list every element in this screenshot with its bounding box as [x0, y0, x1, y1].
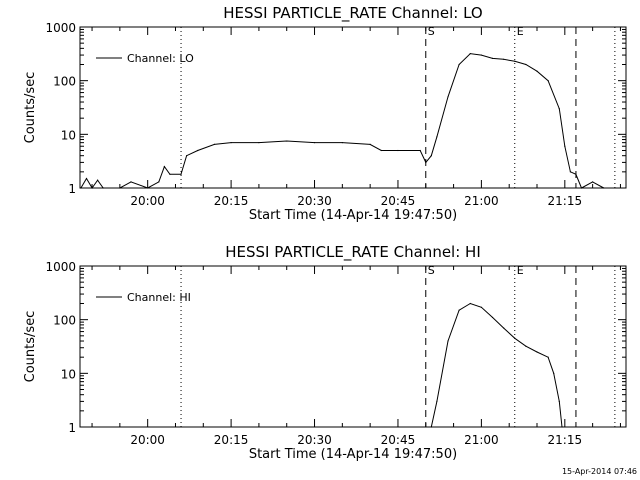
- data-point: [341, 142, 343, 144]
- data-point: [603, 187, 605, 189]
- chart-title: HESSI PARTICLE_RATE Channel: LO: [223, 4, 482, 23]
- marker-label: E: [517, 264, 524, 277]
- x-tick-label: 20:45: [381, 433, 416, 447]
- y-tick-label: 1000: [45, 260, 76, 274]
- data-point: [380, 149, 382, 152]
- data-point: [525, 345, 527, 347]
- data-point: [447, 340, 449, 342]
- data-point: [91, 187, 93, 189]
- data-point: [197, 149, 199, 152]
- data-point: [525, 63, 527, 66]
- x-axis-label: Start Time (14-Apr-14 19:47:50): [249, 447, 457, 462]
- data-point: [258, 142, 260, 144]
- data-point: [130, 181, 132, 183]
- data-point: [430, 426, 432, 428]
- data-point: [491, 316, 494, 319]
- chart-title: HESSI PARTICLE_RATE Channel: HI: [225, 243, 481, 262]
- marker-label: S: [428, 25, 435, 38]
- series-line: [80, 53, 605, 189]
- data-point: [147, 187, 149, 189]
- data-point: [503, 327, 505, 329]
- data-point: [469, 52, 471, 55]
- data-point: [561, 426, 563, 428]
- data-point: [286, 140, 288, 142]
- series-group: [430, 302, 563, 428]
- y-axis-label: Counts/sec: [23, 72, 38, 144]
- data-point: [564, 145, 566, 147]
- y-tick-label: 100: [53, 75, 76, 89]
- plot-frame: [79, 265, 627, 428]
- series-line: [430, 302, 563, 428]
- data-point: [180, 173, 182, 175]
- data-point: [163, 166, 165, 168]
- data-point: [491, 57, 494, 59]
- x-tick-label: 21:15: [548, 433, 583, 447]
- data-point: [458, 63, 460, 66]
- legend-entry: Channel: HI: [127, 291, 191, 304]
- plot-frame: [79, 26, 627, 189]
- data-point: [547, 80, 549, 82]
- data-point: [569, 171, 571, 173]
- data-point: [592, 181, 594, 183]
- x-tick-label: 20:15: [214, 433, 249, 447]
- data-point: [419, 149, 421, 152]
- y-tick-label: 1: [68, 421, 76, 435]
- data-point: [447, 96, 449, 98]
- data-point: [186, 155, 188, 157]
- data-point: [313, 142, 316, 144]
- x-tick-label: 20:30: [297, 194, 332, 208]
- y-tick-label: 1: [68, 182, 76, 196]
- data-point: [480, 306, 482, 308]
- data-point: [558, 400, 560, 402]
- data-point: [102, 187, 104, 189]
- data-point: [480, 54, 482, 56]
- x-axis-label: Start Time (14-Apr-14 19:47:50): [249, 208, 457, 223]
- x-tick-label: 21:15: [548, 194, 583, 208]
- data-point: [430, 155, 432, 157]
- data-point: [514, 60, 516, 62]
- data-point: [580, 187, 583, 189]
- data-point: [119, 187, 121, 189]
- y-tick-label: 100: [53, 314, 76, 328]
- series-group: [80, 52, 605, 189]
- data-point: [536, 351, 538, 353]
- footer-timestamp: 15-Apr-2014 07:46: [562, 467, 637, 476]
- data-point: [425, 161, 427, 163]
- y-axis-label: Counts/sec: [23, 311, 38, 383]
- data-point: [547, 356, 549, 358]
- data-point: [469, 302, 471, 305]
- data-point: [85, 177, 88, 180]
- data-point: [213, 143, 216, 145]
- data-point: [397, 149, 399, 152]
- x-tick-label: 20:15: [214, 194, 249, 208]
- data-point: [536, 70, 538, 72]
- data-point: [558, 108, 560, 110]
- x-tick-label: 20:00: [130, 433, 165, 447]
- data-point: [436, 136, 438, 138]
- data-point: [230, 142, 232, 144]
- data-point: [169, 173, 171, 175]
- y-tick-label: 10: [61, 367, 76, 381]
- y-tick-label: 10: [61, 128, 76, 142]
- data-point: [553, 372, 555, 374]
- data-point: [369, 143, 371, 145]
- marker-label: E: [517, 25, 524, 38]
- data-point: [503, 58, 505, 60]
- data-point: [514, 337, 516, 339]
- data-point: [80, 187, 82, 189]
- x-tick-label: 20:45: [381, 194, 416, 208]
- x-tick-label: 20:30: [297, 433, 332, 447]
- y-tick-label: 1000: [45, 21, 76, 35]
- x-tick-label: 20:00: [130, 194, 165, 208]
- marker-label: S: [428, 264, 435, 277]
- data-point: [575, 173, 577, 175]
- legend-entry: Channel: LO: [127, 52, 194, 65]
- data-point: [158, 181, 160, 183]
- data-point: [458, 309, 460, 311]
- data-point: [97, 179, 99, 181]
- x-tick-label: 21:00: [464, 433, 499, 447]
- data-point: [436, 400, 438, 402]
- x-tick-label: 21:00: [464, 194, 499, 208]
